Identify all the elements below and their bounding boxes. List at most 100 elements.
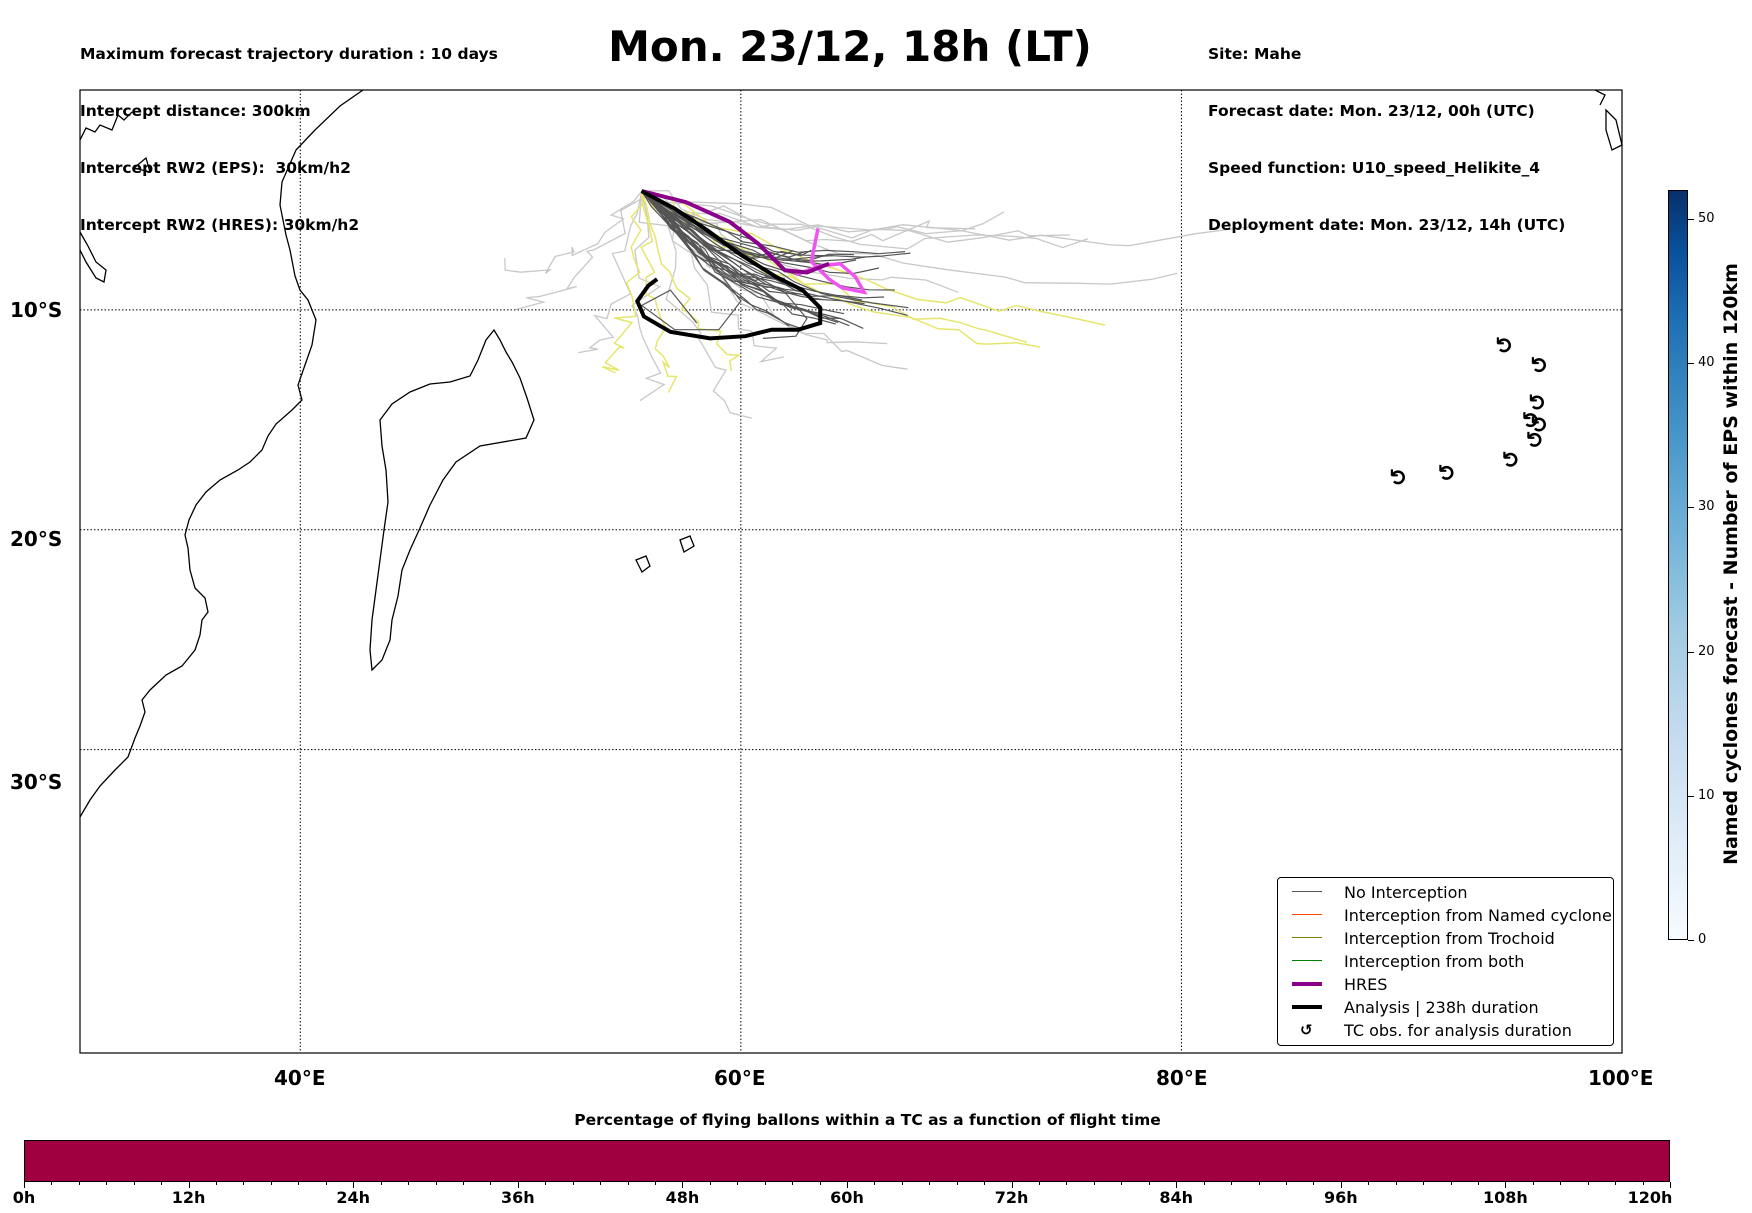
colorbar-bottom-tick-label: 108h — [1482, 1188, 1528, 1207]
colorbar-bottom-tick-label: 96h — [1323, 1188, 1358, 1207]
colorbar-bottom-tick — [1176, 1182, 1178, 1188]
eps-track — [504, 190, 643, 274]
colorbar-right-tick — [1688, 218, 1694, 220]
header-left: Maximum forecast trajectory duration : 1… — [80, 7, 498, 254]
lat-label: 20°S — [10, 527, 63, 551]
colorbar-right-tick-label: 10 — [1698, 787, 1715, 803]
colorbar-bottom-tick — [764, 1182, 766, 1185]
header-right: Site: Mahe Forecast date: Mon. 23/12, 00… — [1208, 7, 1565, 254]
legend-label: Interception from Named cyclone — [1344, 906, 1612, 925]
hres-line — [641, 189, 830, 275]
colorbar-bottom-tick — [1258, 1182, 1260, 1185]
eps-track — [631, 190, 666, 402]
eps-track-yellow — [601, 191, 644, 374]
header-left-line: Maximum forecast trajectory duration : 1… — [80, 45, 498, 63]
colorbar-right-tick — [1688, 363, 1694, 365]
eps-track-dark — [641, 190, 836, 325]
colorbar-bottom-tick — [270, 1182, 272, 1185]
legend-item: No Interception — [1278, 881, 1613, 904]
colorbar-right-label: Named cyclones forecast - Number of EPS … — [1720, 263, 1742, 865]
colorbar-bottom-tick — [1642, 1182, 1644, 1185]
colorbar-right-tick-label: 20 — [1698, 643, 1715, 659]
legend: No Interception Interception from Named c… — [1277, 877, 1614, 1046]
colorbar-bottom-tick — [24, 1182, 25, 1188]
colorbar-right — [1668, 190, 1688, 940]
colorbar-bottom-tick — [78, 1182, 80, 1185]
colorbar-bottom-tick — [1203, 1182, 1205, 1185]
colorbar-bottom-tick — [1505, 1182, 1507, 1188]
colorbar-right-tick-label: 40 — [1698, 355, 1715, 371]
colorbar-right-tick — [1688, 651, 1694, 653]
eps-tracks-light — [504, 189, 1273, 419]
eps-track — [641, 190, 785, 363]
legend-label: Interception from both — [1344, 952, 1525, 971]
eps-track-dark — [641, 190, 865, 305]
horn-coast — [79, 231, 107, 283]
colorbar-bottom-tick — [298, 1182, 300, 1185]
colorbar-bottom-tick — [819, 1182, 821, 1185]
colorbar-right-tick-label: 30 — [1698, 499, 1715, 515]
colorbar-bottom-tick-label: 48h — [665, 1188, 700, 1207]
header-right-line: Forecast date: Mon. 23/12, 00h (UTC) — [1208, 102, 1535, 120]
colorbar-right-tick — [1688, 940, 1694, 941]
tc-observations: ↺ ↺↺↺↺↺↺↺↺ — [1387, 336, 1553, 486]
eps-track-dark — [641, 190, 834, 262]
colorbar-bottom-tick-label: 120h — [1627, 1188, 1673, 1207]
africa-north-tip — [79, 111, 133, 141]
colorbar-bottom-tick — [188, 1182, 190, 1188]
colorbar-right-tick-label: 50 — [1698, 210, 1715, 226]
colorbar-bottom-tick-label: 60h — [830, 1188, 864, 1207]
cyclone-icon: ↺ — [1300, 1021, 1313, 1039]
colorbar-bottom-tick-label: 24h — [336, 1188, 371, 1207]
tc-obs-icon: ↺ — [1528, 415, 1553, 433]
eps-track-dark — [641, 190, 806, 293]
colorbar-bottom-tick — [1477, 1182, 1479, 1185]
eps-track — [641, 190, 1070, 243]
hres-track — [641, 189, 830, 275]
colorbar-bottom-tick-label: 0h — [12, 1188, 36, 1207]
colorbar-bottom-tick — [1340, 1182, 1342, 1188]
colorbar-bottom-tick — [682, 1182, 684, 1188]
gridlines — [80, 90, 1622, 1053]
legend-swatch — [1286, 881, 1336, 904]
eps-track-dark — [641, 190, 906, 255]
map-frame — [79, 89, 1623, 1054]
lon-label: 60°E — [714, 1066, 766, 1090]
lon-label: 80°E — [1156, 1066, 1208, 1090]
colorbar-bottom-tick — [106, 1182, 108, 1185]
colorbar-bottom-tick — [1313, 1182, 1315, 1185]
legend-item: Interception from both — [1278, 950, 1613, 973]
colorbar-bottom-tick — [929, 1182, 931, 1185]
arabia-islands — [132, 156, 151, 173]
madagascar-shape — [372, 340, 534, 678]
eps-track-yellow — [639, 191, 678, 393]
coastlines — [79, 89, 1623, 818]
eps-track-dark — [641, 190, 776, 280]
colorbar-bottom-tick — [1121, 1182, 1123, 1185]
header-left-line: Intercept distance: 300km — [80, 102, 311, 120]
analysis-line — [635, 189, 823, 341]
eps-track — [641, 190, 1178, 285]
legend-item: Interception from Trochoid — [1278, 927, 1613, 950]
tc-obs-icon: ↺ — [1519, 411, 1544, 429]
colorbar-bottom-tick — [1615, 1182, 1617, 1185]
tc-obs-icon: ↺ — [1499, 450, 1524, 468]
colorbar-bottom-tick — [709, 1182, 711, 1185]
legend-swatch — [1286, 996, 1336, 1019]
colorbar-bottom-tick — [1670, 1182, 1671, 1188]
eps-track-yellow — [641, 190, 1041, 348]
legend-label: Interception from Trochoid — [1344, 929, 1555, 948]
colorbar-bottom-tick — [627, 1182, 629, 1185]
eps-track-dark — [641, 190, 857, 267]
colorbar-bottom-tick — [1285, 1182, 1287, 1185]
legend-swatch — [1286, 904, 1336, 927]
colorbar-bottom-tick — [1532, 1182, 1534, 1185]
legend-item: ↺ TC obs. for analysis duration — [1278, 1019, 1613, 1042]
eps-track — [578, 190, 643, 354]
colorbar-bottom-tick — [792, 1182, 794, 1185]
colorbar-bottom-tick — [161, 1182, 163, 1185]
legend-item: HRES — [1278, 973, 1613, 996]
eps-tracks-dark — [640, 190, 911, 339]
colorbar-bottom-tick — [545, 1182, 547, 1185]
colorbar-bottom-tick — [572, 1182, 574, 1185]
